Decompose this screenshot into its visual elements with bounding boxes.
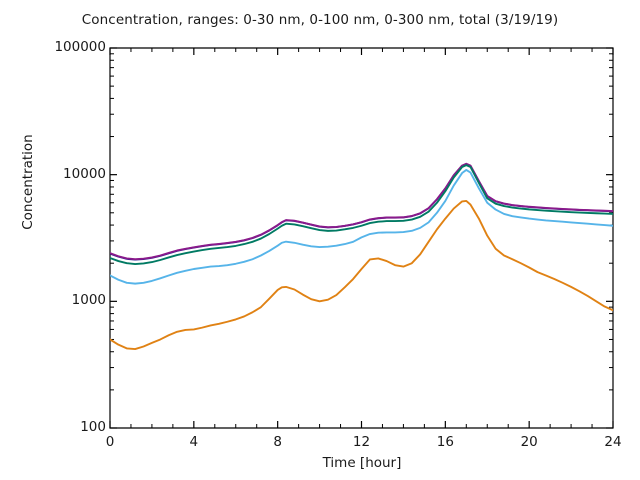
y-tick-label: 100000 bbox=[54, 39, 106, 55]
series-line-total-navy bbox=[110, 163, 613, 261]
data-lines bbox=[110, 162, 613, 351]
x-tick-label: 16 bbox=[436, 434, 454, 450]
series-line-total bbox=[110, 162, 613, 261]
y-tick-label: 1000 bbox=[71, 292, 106, 309]
x-tick-label: 12 bbox=[352, 434, 371, 450]
series-line-0-100-nm bbox=[110, 168, 613, 285]
series-line-0-30-nm bbox=[110, 200, 613, 351]
x-tick-label: 0 bbox=[105, 434, 115, 450]
y-tick-label: 10000 bbox=[63, 165, 106, 182]
x-axis-label: Time [hour] bbox=[322, 455, 402, 471]
x-tick-label: 8 bbox=[273, 434, 282, 450]
series-line-0-300-nm bbox=[110, 164, 613, 265]
y-tick-label: 100 bbox=[80, 419, 106, 435]
x-tick-label: 20 bbox=[520, 434, 538, 450]
x-tick-label: 24 bbox=[604, 434, 622, 450]
x-tick-label: 4 bbox=[189, 434, 199, 450]
chart-title: Concentration, ranges: 0-30 nm, 0-100 nm… bbox=[81, 12, 559, 28]
